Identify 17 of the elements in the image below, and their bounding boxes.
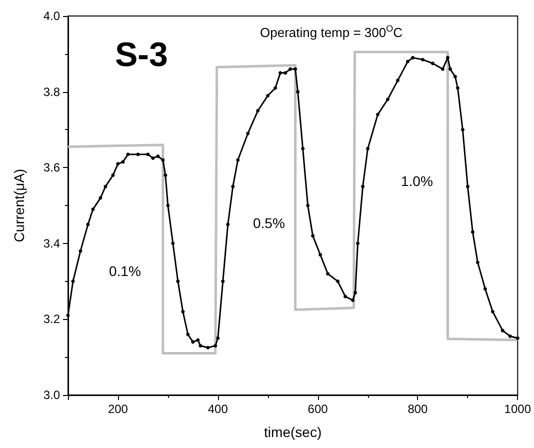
x-tick-label: 400: [208, 402, 228, 416]
y-tick-label: 4.0: [43, 9, 60, 23]
annotation: 0.5%: [253, 215, 285, 231]
y-tick-label: 3.4: [43, 236, 60, 250]
y-tick-label: 3.0: [43, 388, 60, 402]
annotation: 1.0%: [401, 173, 433, 189]
x-axis-title: time(sec): [264, 424, 322, 440]
y-tick-label: 3.2: [43, 312, 60, 326]
x-tick-label: 200: [108, 402, 128, 416]
y-axis-title: Current(μA): [11, 168, 27, 242]
y-tick-label: 3.6: [43, 160, 60, 175]
x-tick-label: 1000: [504, 402, 532, 416]
x-tick-label: 800: [408, 402, 428, 416]
x-tick-label: 600: [308, 402, 328, 416]
annotation: S-3: [115, 36, 168, 74]
y-tick-label: 3.8: [43, 84, 60, 99]
annotation: 0.1%: [109, 263, 141, 279]
